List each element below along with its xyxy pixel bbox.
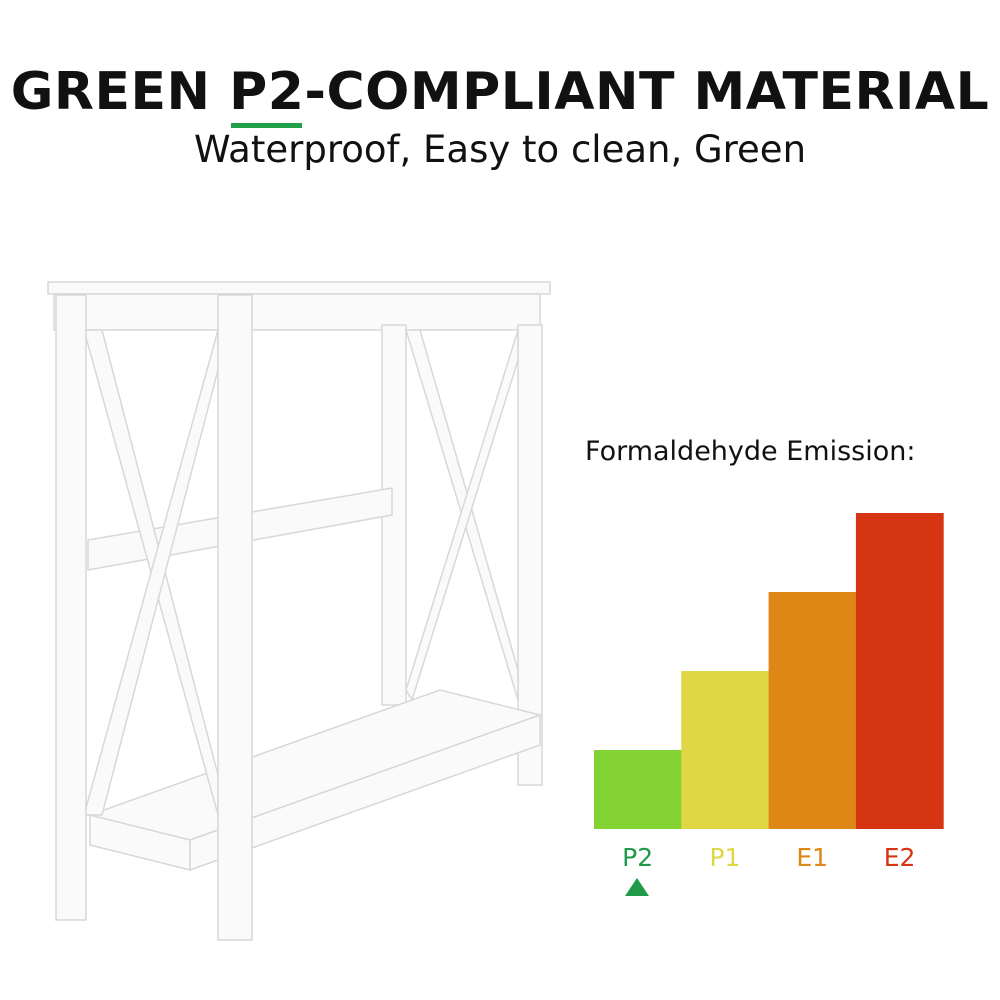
bar-label-e1: E1 xyxy=(796,843,828,872)
bar-e2 xyxy=(855,513,944,829)
bar-p2 xyxy=(594,750,682,829)
page-title: GREEN P2-COMPLIANT MATERIAL xyxy=(10,62,990,122)
title-highlight: P2 xyxy=(229,62,305,122)
chart-title: Formaldehyde Emission: xyxy=(585,436,916,467)
bar-label-e2: E2 xyxy=(884,843,916,872)
bar-p1 xyxy=(681,671,770,829)
subtitle: Waterproof, Easy to clean, Green xyxy=(193,128,807,171)
bar-label-p1: P1 xyxy=(709,843,740,872)
console-table-image xyxy=(47,281,551,941)
bar-e1 xyxy=(768,592,857,829)
bar-label-p2: P2 xyxy=(622,843,653,872)
triangle-up-icon xyxy=(625,878,649,896)
